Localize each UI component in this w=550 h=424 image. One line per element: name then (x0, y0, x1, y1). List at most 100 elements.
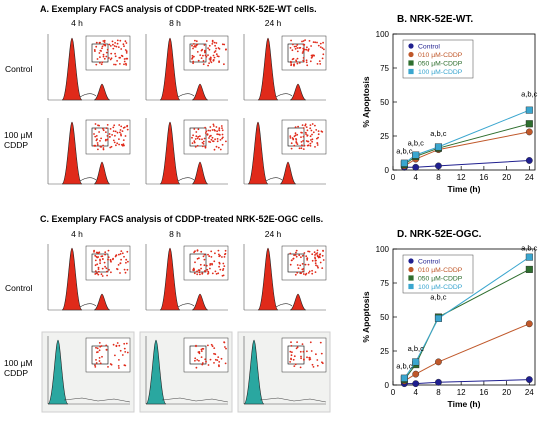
facs-dot (124, 135, 127, 137)
x-tick-label: 8 (436, 173, 441, 182)
facs-dot (313, 251, 316, 254)
facs-dot (312, 366, 315, 368)
facs-dot (218, 60, 220, 63)
facs-dot (306, 134, 309, 137)
facs-dot (102, 53, 105, 56)
facs-dot (305, 133, 307, 135)
facs-dot (310, 129, 313, 132)
legend-box (402, 254, 474, 294)
facs-dot (223, 43, 226, 46)
facs-dot (306, 46, 308, 49)
facs-dot (121, 144, 124, 147)
facs-dot (206, 268, 209, 271)
facs-dot (305, 140, 308, 142)
y-tick-label: 50 (380, 313, 389, 322)
facs-dot (316, 265, 319, 267)
facs-dot (302, 140, 304, 142)
facs-dot (219, 268, 222, 271)
facs-dot (292, 43, 294, 46)
series-point-0 (525, 376, 533, 383)
facs-dot (118, 124, 121, 126)
facs-dot (95, 359, 97, 361)
facs-g2-peak (191, 161, 209, 185)
facs-dot (218, 127, 221, 130)
facs-dot (223, 63, 225, 66)
facs-dot (321, 362, 324, 365)
facs-dot (289, 350, 292, 353)
facs-dot (306, 259, 309, 261)
facs-dot (110, 271, 112, 274)
facs-dot (120, 258, 122, 261)
y-axis-label: % Apoptosis (361, 76, 371, 127)
facs-dot (118, 143, 120, 146)
facs-dot (314, 256, 316, 259)
facs-dot (305, 255, 308, 258)
facs-dot (316, 63, 319, 65)
facs-dot (292, 257, 295, 260)
facs-panel-1-2 (238, 114, 330, 192)
facs-dot (191, 136, 193, 139)
facs-dot (198, 271, 201, 274)
facs-dot (114, 130, 117, 133)
facs-dot (207, 270, 210, 273)
facs-dot (321, 57, 324, 60)
facs-dot (95, 272, 98, 275)
facs-dot (105, 127, 108, 129)
facs-dot (296, 264, 299, 266)
facs-dot (125, 42, 128, 44)
facs-s-phase (177, 303, 195, 308)
facs-dot (213, 260, 216, 263)
facs-dot (294, 363, 297, 366)
panel-c-time-4h: 4 h (71, 229, 83, 239)
facs-dot (317, 136, 319, 139)
facs-dot (216, 130, 218, 133)
legend-label-3: 100 µM-CDDP (418, 284, 463, 291)
facs-dot (96, 144, 99, 146)
facs-dot (207, 54, 209, 56)
y-tick-label: 0 (385, 381, 390, 390)
facs-dot (114, 55, 117, 58)
facs-dot (216, 55, 219, 57)
facs-panel-2-1 (140, 240, 232, 318)
facs-dot (222, 269, 224, 271)
facs-dot (319, 341, 322, 344)
facs-dot (314, 262, 317, 265)
facs-dot (317, 130, 320, 132)
facs-dot (290, 39, 292, 42)
facs-dot (109, 58, 112, 61)
facs-g1-peak (159, 121, 181, 185)
facs-dot (118, 138, 120, 140)
facs-dot (113, 45, 116, 47)
facs-dot (123, 268, 126, 271)
facs-dot (100, 345, 103, 347)
facs-dot (126, 128, 129, 131)
facs-dot (105, 348, 108, 351)
facs-dot (196, 43, 199, 46)
facs-dot (105, 267, 108, 270)
annotation-label: a,b,c (408, 344, 425, 353)
panel-c-row-cddp: 100 µM CDDP (4, 358, 33, 378)
facs-dot (125, 258, 128, 261)
legend-swatch-2 (408, 60, 414, 66)
facs-dot (296, 62, 299, 65)
facs-dot (193, 43, 195, 45)
annotation-label: a,b,c (396, 362, 413, 371)
facs-dot (321, 254, 324, 257)
facs-dot (101, 275, 104, 277)
facs-dot (120, 48, 123, 50)
facs-dot (197, 59, 200, 62)
facs-dot (207, 272, 210, 274)
x-axis-label: Time (h) (448, 184, 481, 194)
facs-dot (103, 57, 106, 60)
series-point-1 (412, 370, 420, 378)
facs-dot (319, 46, 322, 48)
facs-g2-peak (279, 161, 297, 185)
facs-dot (219, 134, 221, 136)
facs-dot (199, 54, 202, 56)
facs-g1-peak (257, 247, 279, 311)
facs-dot (116, 268, 119, 271)
facs-dot (315, 129, 318, 131)
legend-swatch-3 (408, 68, 414, 75)
facs-dot (210, 57, 212, 59)
facs-dot (194, 146, 197, 148)
